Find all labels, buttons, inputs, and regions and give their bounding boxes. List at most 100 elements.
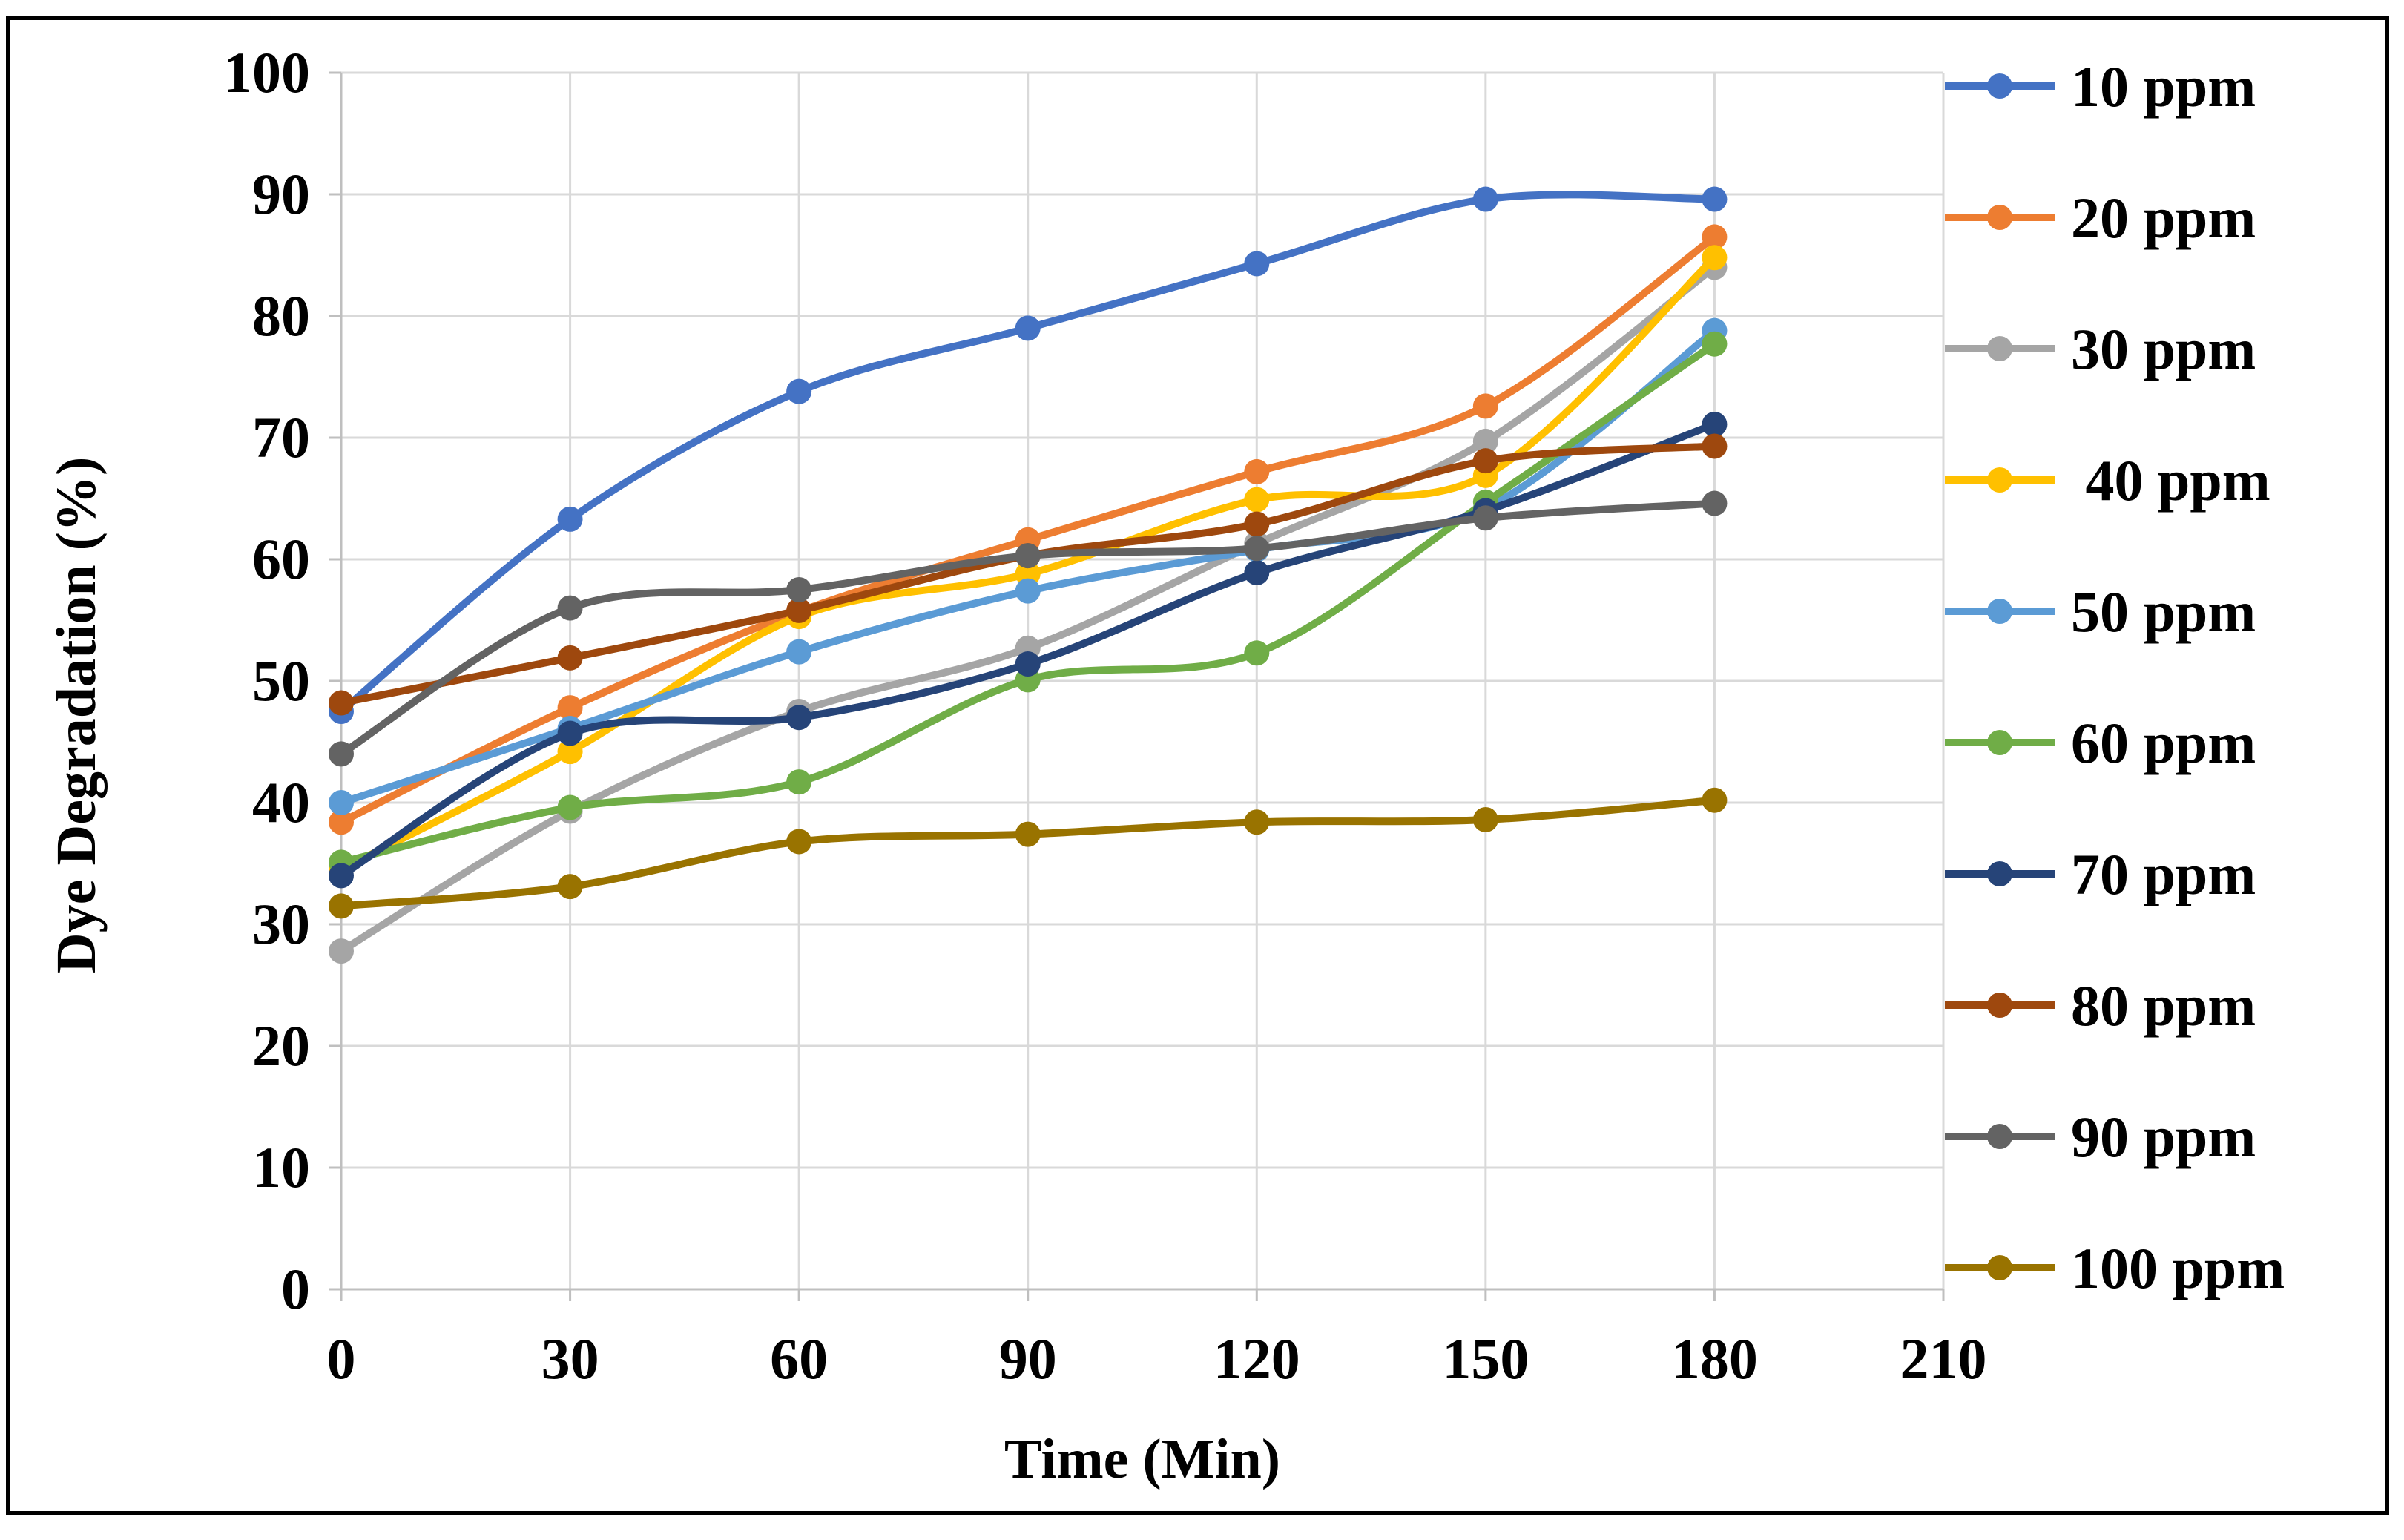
data-point-100-ppm (1472, 806, 1498, 832)
legend: 10 ppm 20 ppm 30 ppm 40 ppm 50 ppm 60 ppm 70 … (1945, 54, 2285, 1300)
data-point-60-ppm (1244, 640, 1270, 666)
legend-entry-70-ppm: 70 ppm (1945, 842, 2256, 906)
data-point-70-ppm (1015, 651, 1041, 677)
y-tick-label: 30 (252, 892, 310, 956)
data-point-90-ppm (557, 595, 583, 621)
legend-entry-20-ppm: 20 ppm (1945, 185, 2256, 250)
data-point-10-ppm (557, 506, 583, 532)
legend-label-40-ppm: 40 ppm (2071, 448, 2270, 513)
data-point-80-ppm (329, 690, 354, 716)
x-tick-label: 60 (770, 1326, 828, 1391)
legend-marker-30-ppm (1987, 336, 2012, 361)
data-point-10-ppm (1702, 186, 1728, 212)
data-point-40-ppm (1244, 487, 1270, 513)
y-tick-label: 0 (281, 1257, 310, 1321)
data-point-40-ppm (1702, 245, 1728, 271)
data-point-20-ppm (1244, 458, 1270, 484)
data-point-60-ppm (786, 769, 812, 795)
legend-entry-50-ppm: 50 ppm (1945, 579, 2256, 644)
data-point-20-ppm (329, 809, 354, 835)
data-point-70-ppm (557, 720, 583, 746)
data-point-10-ppm (786, 378, 812, 404)
data-point-80-ppm (1702, 433, 1728, 459)
data-point-100-ppm (1015, 821, 1041, 847)
data-point-90-ppm (1472, 505, 1498, 531)
legend-label-60-ppm: 60 ppm (2071, 711, 2256, 775)
y-axis-title: Dye Degradation (%) (45, 457, 108, 974)
series-100-ppm (329, 787, 1728, 919)
legend-marker-80-ppm (1987, 993, 2012, 1018)
data-point-100-ppm (1702, 787, 1728, 813)
y-tick-label: 100 (223, 40, 310, 105)
legend-marker-70-ppm (1987, 861, 2012, 886)
data-point-10-ppm (1244, 251, 1270, 277)
data-point-40-ppm (557, 739, 583, 765)
data-point-20-ppm (1702, 224, 1728, 250)
legend-marker-90-ppm (1987, 1124, 2012, 1149)
data-point-70-ppm (1702, 411, 1728, 437)
data-point-30-ppm (329, 938, 354, 964)
legend-label-20-ppm: 20 ppm (2071, 185, 2256, 250)
data-point-60-ppm (557, 794, 583, 820)
legend-label-70-ppm: 70 ppm (2071, 842, 2256, 906)
y-tick-label: 80 (252, 283, 310, 348)
data-point-50-ppm (1015, 578, 1041, 604)
legend-label-10-ppm: 10 ppm (2071, 54, 2256, 119)
data-point-90-ppm (329, 741, 354, 767)
y-tick-label: 50 (252, 648, 310, 713)
data-point-80-ppm (1244, 511, 1270, 537)
legend-marker-10-ppm (1987, 73, 2012, 99)
data-point-90-ppm (1244, 536, 1270, 562)
legend-entry-10-ppm: 10 ppm (1945, 54, 2256, 119)
x-tick-label: 30 (541, 1326, 599, 1391)
data-point-90-ppm (786, 577, 812, 602)
y-tick-label: 10 (252, 1135, 310, 1200)
legend-label-90-ppm: 90 ppm (2071, 1105, 2256, 1169)
data-point-10-ppm (1472, 186, 1498, 212)
legend-entry-60-ppm: 60 ppm (1945, 711, 2256, 775)
legend-entry-30-ppm: 30 ppm (1945, 317, 2256, 381)
data-point-50-ppm (329, 790, 354, 815)
x-tick-label: 120 (1213, 1326, 1300, 1391)
data-point-90-ppm (1702, 490, 1728, 516)
data-point-80-ppm (557, 645, 583, 671)
legend-label-30-ppm: 30 ppm (2071, 317, 2256, 381)
series-90-ppm (329, 490, 1728, 767)
y-tick-label: 20 (252, 1013, 310, 1078)
legend-marker-100-ppm (1987, 1255, 2012, 1280)
data-point-80-ppm (786, 597, 812, 623)
data-point-20-ppm (557, 695, 583, 721)
x-tick-label: 0 (327, 1326, 356, 1391)
legend-entry-80-ppm: 80 ppm (1945, 973, 2256, 1038)
data-point-90-ppm (1015, 543, 1041, 569)
x-tick-label: 210 (1900, 1326, 1987, 1391)
legend-marker-50-ppm (1987, 599, 2012, 624)
data-point-80-ppm (1472, 448, 1498, 474)
x-tick-label: 90 (999, 1326, 1057, 1391)
legend-entry-40-ppm: 40 ppm (1945, 448, 2270, 513)
legend-label-50-ppm: 50 ppm (2071, 579, 2256, 644)
legend-label-100-ppm: 100 ppm (2071, 1236, 2285, 1300)
data-point-50-ppm (786, 639, 812, 665)
data-point-100-ppm (1244, 809, 1270, 835)
data-point-20-ppm (1472, 393, 1498, 419)
series-lines (329, 186, 1728, 964)
legend-entry-90-ppm: 90 ppm (1945, 1105, 2256, 1169)
data-point-70-ppm (1244, 560, 1270, 586)
data-point-100-ppm (329, 893, 354, 919)
data-point-70-ppm (786, 705, 812, 731)
data-point-70-ppm (329, 863, 354, 889)
data-point-60-ppm (1702, 331, 1728, 357)
legend-label-80-ppm: 80 ppm (2071, 973, 2256, 1038)
x-axis-title: Time (Min) (1004, 1428, 1280, 1490)
data-point-30-ppm (1472, 428, 1498, 454)
x-tick-label: 150 (1442, 1326, 1529, 1391)
y-tick-label: 40 (252, 770, 310, 835)
y-tick-label: 60 (252, 527, 310, 591)
y-tick-label: 70 (252, 405, 310, 470)
data-point-100-ppm (786, 829, 812, 855)
y-tick-label: 90 (252, 162, 310, 226)
legend-marker-20-ppm (1987, 205, 2012, 230)
legend-entry-100-ppm: 100 ppm (1945, 1236, 2285, 1300)
